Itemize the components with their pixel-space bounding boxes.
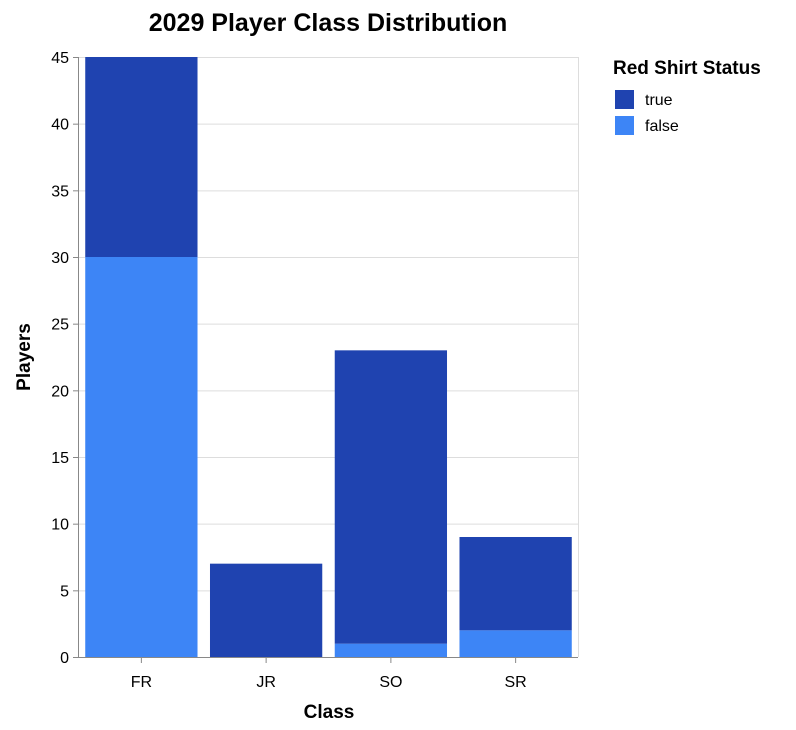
y-tick-label: 35 [51,183,69,200]
bar-fr-false [85,257,198,657]
x-tick-label: SO [379,674,402,691]
axes: 0 5 10 15 20 25 30 35 40 45 FR JR SO SR [51,50,578,691]
bars [85,57,572,657]
bar-sr-false [459,630,572,657]
x-axis-title: Class [304,702,355,723]
legend-title: Red Shirt Status [613,58,761,79]
bar-sr-true [459,537,572,631]
bar-so-true [334,350,448,644]
y-tick-label: 5 [60,583,69,600]
legend-label-false: false [645,118,679,135]
y-tick-label: 15 [51,450,69,467]
legend: Red Shirt Status true false [613,58,761,135]
y-tick-label: 0 [60,650,69,667]
y-axis-title: Players [14,323,35,391]
bar-so-false [334,643,448,657]
x-tick-label: JR [256,674,276,691]
legend-swatch-true [615,90,634,109]
bar-jr-true [209,563,323,657]
y-tick-label: 20 [51,383,69,400]
legend-label-true: true [645,92,673,109]
legend-swatch-false [615,116,634,135]
y-tick-label: 10 [51,517,69,534]
y-tick-label: 45 [51,50,69,67]
x-tick-label: SR [505,674,527,691]
y-tick-label: 30 [51,250,69,267]
y-tick-label: 25 [51,317,69,334]
chart-title: 2029 Player Class Distribution [149,9,507,37]
y-tick-label: 40 [51,117,69,134]
x-tick-label: FR [131,674,152,691]
bar-fr-true [85,57,198,257]
